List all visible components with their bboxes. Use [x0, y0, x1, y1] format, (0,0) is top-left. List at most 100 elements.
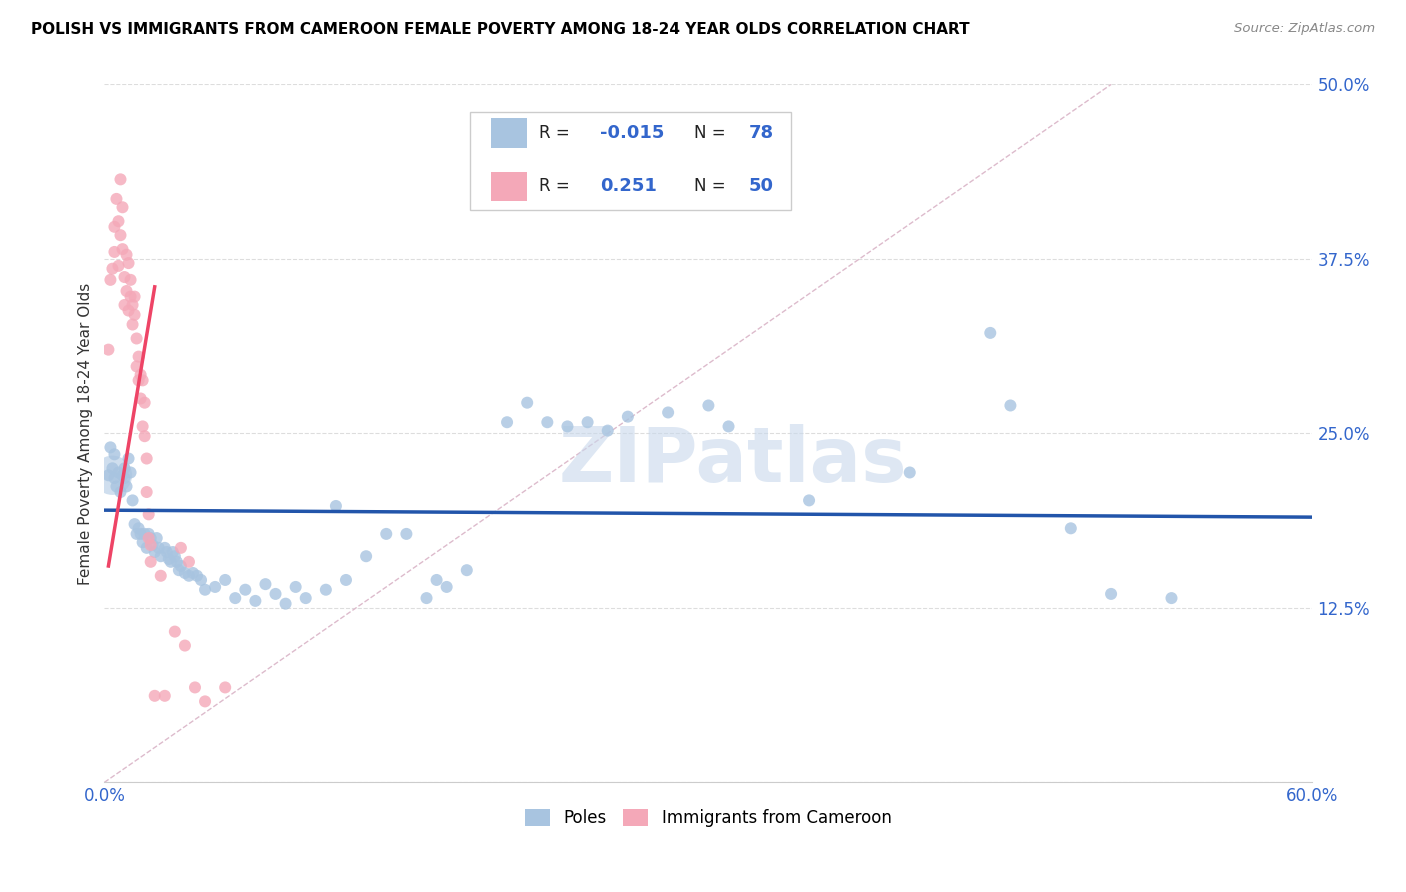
Point — [110, 172, 132, 186]
Point — [186, 568, 208, 582]
Point — [617, 409, 640, 424]
Point — [115, 248, 138, 262]
Point — [115, 479, 138, 493]
Point — [294, 591, 316, 606]
Legend: Poles, Immigrants from Cameroon: Poles, Immigrants from Cameroon — [519, 802, 898, 833]
Text: 0.251: 0.251 — [600, 178, 657, 195]
Text: N =: N = — [695, 124, 725, 142]
Point — [125, 527, 148, 541]
Point — [103, 219, 125, 234]
Y-axis label: Female Poverty Among 18-24 Year Olds: Female Poverty Among 18-24 Year Olds — [79, 282, 93, 584]
Point — [354, 549, 377, 564]
Point — [697, 399, 720, 413]
Point — [156, 545, 179, 559]
Point — [138, 527, 160, 541]
Point — [103, 244, 125, 259]
Point — [125, 331, 148, 345]
FancyBboxPatch shape — [491, 171, 527, 201]
Point — [153, 689, 176, 703]
Point — [117, 256, 139, 270]
Point — [395, 527, 418, 541]
Point — [129, 527, 152, 541]
Point — [129, 392, 152, 406]
Point — [204, 580, 226, 594]
Point — [159, 555, 181, 569]
Point — [139, 538, 162, 552]
Point — [103, 471, 125, 485]
Point — [135, 485, 157, 500]
Point — [134, 527, 156, 541]
Point — [162, 545, 184, 559]
Point — [678, 189, 700, 203]
Point — [143, 545, 166, 559]
Point — [115, 284, 138, 298]
Point — [163, 624, 186, 639]
Point — [131, 373, 153, 387]
Point — [97, 468, 120, 483]
FancyBboxPatch shape — [471, 112, 790, 210]
Point — [138, 531, 160, 545]
Point — [111, 468, 134, 483]
Text: R =: R = — [540, 124, 569, 142]
Point — [105, 192, 128, 206]
Point — [254, 577, 277, 591]
Point — [536, 415, 558, 429]
Point — [117, 451, 139, 466]
Point — [1060, 521, 1083, 535]
Point — [184, 681, 207, 695]
Point — [120, 273, 142, 287]
Point — [375, 527, 398, 541]
Point — [214, 573, 236, 587]
Point — [135, 541, 157, 555]
Point — [170, 559, 193, 574]
Point — [111, 242, 134, 256]
Point — [335, 573, 357, 587]
Point — [125, 359, 148, 374]
Point — [100, 273, 122, 287]
Point — [436, 580, 458, 594]
Point — [284, 580, 307, 594]
Text: 50: 50 — [748, 178, 773, 195]
Point — [181, 566, 204, 580]
Point — [111, 200, 134, 214]
Point — [107, 259, 129, 273]
Point — [315, 582, 337, 597]
Point — [496, 415, 519, 429]
Point — [557, 419, 579, 434]
Point — [131, 419, 153, 434]
Point — [898, 466, 921, 480]
Point — [516, 395, 538, 409]
Point — [124, 308, 146, 322]
Point — [797, 493, 820, 508]
Point — [274, 597, 297, 611]
Text: R =: R = — [540, 178, 569, 195]
Point — [114, 471, 136, 485]
Point — [107, 214, 129, 228]
Point — [415, 591, 437, 606]
Point — [120, 466, 142, 480]
Point — [121, 298, 143, 312]
Point — [245, 594, 267, 608]
Point — [114, 270, 136, 285]
Point — [167, 563, 190, 577]
Point — [1000, 399, 1022, 413]
Point — [174, 566, 197, 580]
Point — [576, 415, 599, 429]
Point — [1160, 591, 1182, 606]
Point — [128, 350, 150, 364]
Point — [117, 303, 139, 318]
Point — [101, 261, 124, 276]
Point — [107, 466, 129, 480]
Point — [129, 368, 152, 382]
Point — [214, 681, 236, 695]
Point — [163, 549, 186, 564]
Point — [114, 461, 136, 475]
Point — [456, 563, 478, 577]
Point — [135, 451, 157, 466]
Point — [128, 521, 150, 535]
Point — [100, 441, 122, 455]
Point — [134, 429, 156, 443]
Point — [124, 517, 146, 532]
Point — [194, 694, 217, 708]
Point — [97, 343, 120, 357]
